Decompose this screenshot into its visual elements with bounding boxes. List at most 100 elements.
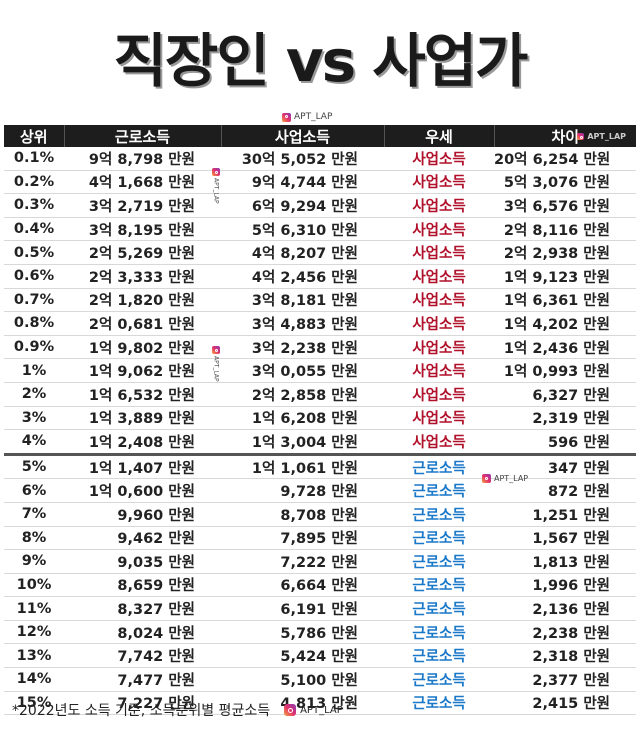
cell-labor-income: 2억 5,269 만원 [64,240,221,265]
cell-winner: 사업소득 [384,311,494,336]
cell-winner: 사업소득 [384,288,494,313]
table-row: 5% 1억 1,407 만원 1억 1,061 만원 근로소득 347 만원 [4,454,636,480]
table-row: 0.4% 3억 8,195 만원 5억 6,310 만원 사업소득 2억 8,116 만… [4,217,636,242]
cell-difference: 1,251 만원 [494,502,636,527]
cell-winner: 사업소득 [384,335,494,360]
header-labor-income: 근로소득 [64,125,222,147]
cell-rank: 1% [4,358,64,383]
cell-business-income: 3억 2,238 만원 [221,335,384,360]
cell-business-income: 4억 8,207 만원 [221,240,384,265]
cell-difference: 3억 6,576 만원 [494,193,636,218]
cell-business-income: 3억 4,883 만원 [221,311,384,336]
cell-labor-income: 7,477 만원 [64,667,221,692]
cell-labor-income: 3억 8,195 만원 [64,217,221,242]
cell-difference: 6,327 만원 [494,382,636,407]
cell-difference: 1,567 만원 [494,526,636,551]
cell-labor-income: 8,024 만원 [64,620,221,645]
table-row: 0.9% 1억 9,802 만원 3억 2,238 만원 사업소득 1억 2,436 만… [4,335,636,360]
cell-labor-income: 9,035 만원 [64,549,221,574]
cell-business-income: 1억 6,208 만원 [221,406,384,431]
cell-rank: 3% [4,406,64,431]
cell-business-income: 7,222 만원 [221,549,384,574]
cell-winner: 사업소득 [384,170,494,195]
cell-labor-income: 2억 3,333 만원 [64,264,221,289]
cell-difference: 596 만원 [494,429,636,456]
cell-winner: 사업소득 [384,382,494,407]
table-row: 0.2% 4억 1,668 만원 9억 4,744 만원 사업소득 5억 3,076 만… [4,170,636,195]
cell-difference: 1억 2,436 만원 [494,335,636,360]
cell-labor-income: 8,659 만원 [64,573,221,598]
cell-rank: 9% [4,549,64,574]
cell-rank: 0.8% [4,311,64,336]
cell-rank: 0.9% [4,335,64,360]
table-row: 0.1% 9억 8,798 만원 30억 5,052 만원 사업소득 20억 6,254… [4,147,636,171]
cell-labor-income: 3억 2,719 만원 [64,193,221,218]
cell-rank: 10% [4,573,64,598]
cell-difference: 872 만원 [494,478,636,503]
table-row: 4% 1억 2,408 만원 1억 3,004 만원 사업소득 596 만원 [4,429,636,456]
instagram-icon [212,346,220,354]
header-rank: 상위 [4,125,65,147]
cell-business-income: 7,895 만원 [221,526,384,551]
table-row: 7% 9,960 만원 8,708 만원 근로소득 1,251 만원 [4,502,636,527]
cell-difference: 347 만원 [494,454,636,480]
cell-rank: 4% [4,429,64,456]
cell-difference: 20억 6,254 만원 [494,147,636,171]
cell-difference: 1,813 만원 [494,549,636,574]
cell-difference: 2억 2,938 만원 [494,240,636,265]
cell-rank: 0.6% [4,264,64,289]
table-row: 9% 9,035 만원 7,222 만원 근로소득 1,813 만원 [4,549,636,574]
cell-business-income: 1억 3,004 만원 [221,429,384,456]
cell-difference: 1억 0,993 만원 [494,358,636,383]
table-row: 0.8% 2억 0,681 만원 3억 4,883 만원 사업소득 1억 4,202 만… [4,311,636,336]
cell-rank: 12% [4,620,64,645]
cell-winner: 사업소득 [384,264,494,289]
cell-winner: 근로소득 [384,549,494,574]
watermark-inline: APT_LAP [482,474,528,483]
cell-rank: 11% [4,596,64,621]
watermark-top: APT_LAP [282,112,332,122]
cell-rank: 14% [4,667,64,692]
cell-business-income: 3억 8,181 만원 [221,288,384,313]
cell-winner: 근로소득 [384,620,494,645]
cell-difference: 2,318 만원 [494,643,636,669]
instagram-icon [212,168,220,176]
cell-winner: 사업소득 [384,358,494,383]
table-row: 2% 1억 6,532 만원 2억 2,858 만원 사업소득 6,327 만원 [4,382,636,407]
cell-rank: 0.2% [4,170,64,195]
cell-business-income: 6억 9,294 만원 [221,193,384,218]
cell-business-income: 5,786 만원 [221,620,384,645]
cell-winner: 근로소득 [384,454,494,480]
cell-difference: 5억 3,076 만원 [494,170,636,195]
table-row: 15% 7,227 만원 4,813 만원 근로소득 2,415 만원 [4,691,636,716]
cell-business-income: 9,728 만원 [221,478,384,503]
cell-winner: 사업소득 [384,193,494,218]
cell-rank: 13% [4,643,64,669]
table-row: 0.6% 2억 3,333 만원 4억 2,456 만원 사업소득 1억 9,123 만… [4,264,636,289]
cell-rank: 7% [4,502,64,527]
cell-labor-income: 1억 6,532 만원 [64,382,221,407]
income-table: 상위 근로소득 사업소득 우세 차이 APT_LAP 0.1% 9억 8,798 … [4,125,636,716]
cell-winner: 근로소득 [384,691,494,716]
cell-difference: 2,136 만원 [494,596,636,621]
cell-labor-income: 4억 1,668 만원 [64,170,221,195]
watermark-label: APT_LAP [212,178,220,204]
cell-business-income: 30억 5,052 만원 [221,147,384,171]
table-row: 3% 1억 3,889 만원 1억 6,208 만원 사업소득 2,319 만원 [4,406,636,431]
cell-difference: 1억 4,202 만원 [494,311,636,336]
table-row: 8% 9,462 만원 7,895 만원 근로소득 1,567 만원 [4,526,636,551]
cell-labor-income: 2억 1,820 만원 [64,288,221,313]
cell-business-income: 5,100 만원 [221,667,384,692]
footnote-bar: *2022년도 소득 기준, 소득분위별 평균소득 APT_LAP [12,700,343,720]
table-header-row: 상위 근로소득 사업소득 우세 차이 APT_LAP [4,125,636,147]
cell-rank: 0.7% [4,288,64,313]
table-row: 11% 8,327 만원 6,191 만원 근로소득 2,136 만원 [4,596,636,621]
instagram-icon [284,704,297,716]
watermark-vertical-1: APT_LAP [212,168,220,204]
cell-winner: 근로소득 [384,526,494,551]
cell-difference: 2,377 만원 [494,667,636,692]
cell-business-income: 5,424 만원 [221,643,384,669]
cell-difference: 2억 8,116 만원 [494,217,636,242]
cell-labor-income: 9억 8,798 만원 [64,147,221,171]
cell-rank: 0.5% [4,240,64,265]
